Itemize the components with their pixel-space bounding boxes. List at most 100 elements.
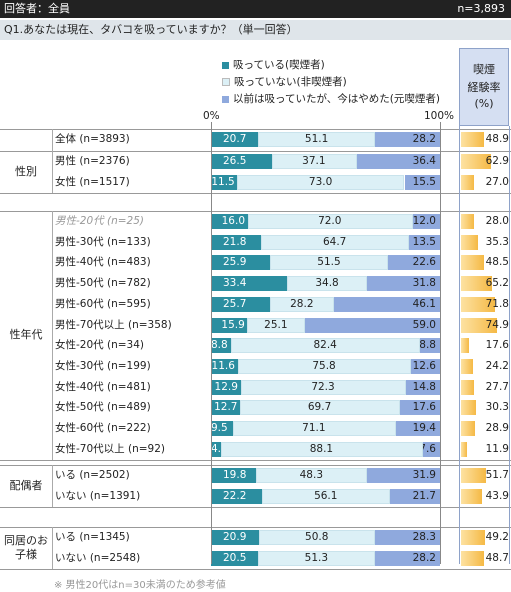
rate-bar [461,297,496,312]
legend-label-smoker: 吸っている(喫煙者) [233,59,325,71]
stacked-bar: 12.9 72.3 14.8 [211,380,440,395]
rate-bar [461,255,485,270]
rate-value: 28.0 [485,215,509,227]
group-bottom-line [0,569,511,570]
rate-bar [461,468,486,483]
bar-segment-former-smoker: 12.6 [411,359,440,374]
bar-segment-non-smoker: 73.0 [237,175,405,190]
bar-value-former-smoker: 22.6 [412,256,436,268]
rate-bar [461,359,473,374]
rate-value: 17.6 [485,339,509,351]
bar-value-smoker: 12.7 [214,401,238,413]
group-label-divider [52,465,53,507]
bar-segment-smoker: 16.0 [211,214,248,229]
bar-segment-former-smoker: 15.5 [404,175,440,190]
legend-swatch-non-smoker [222,78,230,86]
group-top-line [0,129,511,130]
header-bar: 回答者：全員 n=3,893 [0,0,511,18]
bar-value-former-smoker: 28.3 [412,531,436,543]
rate-value: 62.9 [485,155,509,167]
bar-segment-former-smoker: 17.6 [399,400,440,415]
bar-segment-non-smoker: 51.1 [258,132,376,147]
bar-value-former-smoker: 17.6 [412,401,436,413]
stacked-bar: 12.7 69.7 17.6 [211,400,440,415]
bar-segment-smoker: 9.5 [211,421,233,436]
stacked-bar: 19.8 48.3 31.9 [211,468,440,483]
bar-value-smoker: 25.7 [223,298,247,310]
bar-value-former-smoker: 31.8 [412,277,436,289]
bar-segment-non-smoker: 50.8 [258,530,376,545]
group-label-divider [52,129,53,151]
group-bottom-line [0,460,511,461]
bar-segment-former-smoker: 7.6 [422,442,440,457]
rate-value: 48.5 [485,256,509,268]
rate-bar [461,175,474,190]
group-bottom-line [0,193,511,194]
bar-segment-smoker: 11.5 [211,175,238,190]
bar-value-non-smoker: 69.7 [307,401,332,413]
row-label: 女性-70代以上 (n=92) [55,443,165,455]
bar-value-former-smoker: 12.0 [412,215,436,227]
stacked-bar: 16.0 72.0 12.0 [211,214,440,229]
bar-segment-smoker: 21.8 [211,235,261,250]
bar-segment-non-smoker: 37.1 [271,154,357,169]
bar-value-smoker: 4.3 [211,443,221,455]
bar-segment-non-smoker: 72.0 [247,214,413,229]
rate-value: 28.9 [485,422,509,434]
bar-value-non-smoker: 82.4 [313,339,337,351]
bar-segment-former-smoker: 36.4 [356,154,440,169]
stacked-bar: 9.5 71.1 19.4 [211,421,440,436]
row-label: 女性-40代 (n=481) [55,381,151,393]
bar-segment-former-smoker: 13.5 [409,235,440,250]
group-label: 性年代 [9,328,43,341]
question-bar: Q1.あなたは現在、タバコを吸っていますか？（単一回答） [0,20,511,40]
bar-segment-non-smoker: 71.1 [232,421,396,436]
legend-item-non-smoker: 吸っていない(非喫煙者) [222,74,347,89]
bar-segment-smoker: 12.9 [211,380,241,395]
bar-value-non-smoker: 25.1 [264,319,288,331]
rate-value: 49.2 [485,531,509,543]
bar-segment-smoker: 4.3 [211,442,221,457]
bar-segment-smoker: 25.9 [211,255,271,270]
group-top-line [0,151,511,152]
rate-bar [461,421,475,436]
bar-segment-smoker: 20.9 [211,530,259,545]
stacked-bar: 4.3 88.1 7.6 [211,442,440,457]
rate-bar [461,338,470,353]
stacked-bar: 20.5 51.3 28.2 [211,551,440,566]
row-label: いる (n=1345) [55,531,130,543]
bar-segment-smoker: 11.6 [211,359,238,374]
rate-bar [461,214,475,229]
bar-value-non-smoker: 51.5 [317,256,341,268]
bar-segment-smoker: 15.9 [211,318,248,333]
legend-label-non-smoker: 吸っていない(非喫煙者) [234,76,347,88]
bar-segment-former-smoker: 28.2 [375,132,440,147]
bar-value-smoker: 25.9 [223,256,247,268]
rate-bar [461,400,476,415]
bar-segment-non-smoker: 64.7 [260,235,410,250]
row-label: 男性-50代 (n=782) [55,277,151,289]
group-top-line [0,211,511,212]
group-bottom-line [0,507,511,508]
group-label: 配偶者 [9,479,43,492]
stacked-bar: 8.8 82.4 8.8 [211,338,440,353]
bar-value-former-smoker: 36.4 [412,155,436,167]
rate-bar [461,276,493,291]
rate-value: 74.9 [485,319,509,331]
stacked-bar: 15.9 25.1 59.0 [211,318,440,333]
group-label-divider [52,211,53,460]
legend-swatch-former-smoker [222,95,229,103]
rate-bar [461,530,485,545]
bar-segment-smoker: 20.7 [211,132,259,147]
bar-segment-non-smoker: 28.2 [269,297,335,312]
bar-value-former-smoker: 46.1 [412,298,436,310]
bar-segment-non-smoker: 34.8 [287,276,368,291]
bar-value-non-smoker: 28.2 [290,298,314,310]
group-label-divider [52,151,53,193]
bar-value-smoker: 12.9 [214,381,238,393]
bar-segment-former-smoker: 21.7 [390,489,440,504]
bar-value-smoker: 33.4 [223,277,247,289]
bar-value-smoker: 15.9 [221,319,245,331]
bar-segment-smoker: 12.7 [211,400,241,415]
bar-value-smoker: 22.2 [223,490,247,502]
